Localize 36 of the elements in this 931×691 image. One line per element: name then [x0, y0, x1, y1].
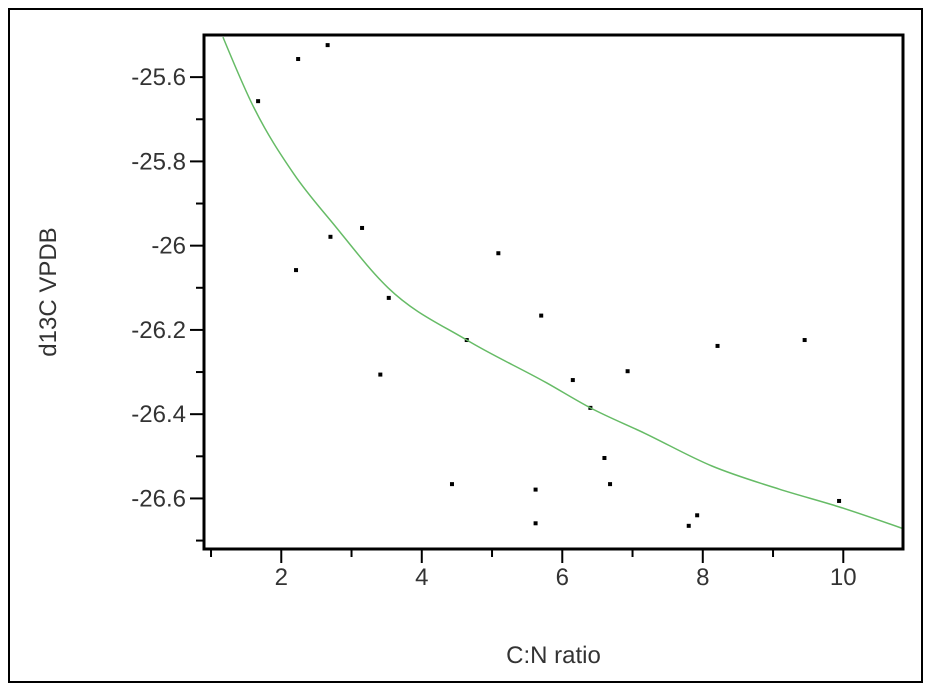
- point: [326, 43, 330, 48]
- point: [837, 498, 842, 503]
- point: [296, 57, 300, 62]
- point: [570, 378, 575, 382]
- point: [539, 314, 544, 318]
- point: [716, 344, 720, 348]
- y-tick-label: -26: [151, 232, 186, 260]
- point: [534, 521, 538, 526]
- y-tick-label: -26.6: [131, 485, 186, 512]
- x-tick-label: 4: [415, 564, 428, 591]
- point: [602, 456, 606, 460]
- point: [608, 482, 612, 486]
- y-tick-label: -26.2: [131, 316, 186, 344]
- point: [802, 338, 807, 342]
- point: [496, 251, 500, 256]
- point: [626, 369, 630, 374]
- x-tick-label: 6: [556, 564, 569, 591]
- point: [294, 268, 298, 272]
- point: [695, 513, 700, 518]
- point: [378, 372, 382, 377]
- point: [686, 524, 691, 528]
- y-tick-label: -25.6: [131, 64, 186, 92]
- point: [386, 296, 391, 300]
- point: [360, 226, 364, 230]
- point: [256, 99, 260, 104]
- x-tick-label: 2: [274, 564, 288, 591]
- line-series: [222, 36, 903, 530]
- point: [450, 482, 454, 486]
- x-tick-label: 8: [696, 564, 710, 591]
- point: [534, 488, 538, 492]
- y-axis-title: d13C VPDB: [35, 227, 62, 357]
- x-axis-title: C:N ratio: [506, 642, 601, 669]
- point: [328, 234, 332, 239]
- y-tick-label: -26.4: [131, 401, 186, 428]
- x-tick-label: 10: [830, 564, 857, 591]
- y-tick-label: -25.8: [131, 148, 186, 176]
